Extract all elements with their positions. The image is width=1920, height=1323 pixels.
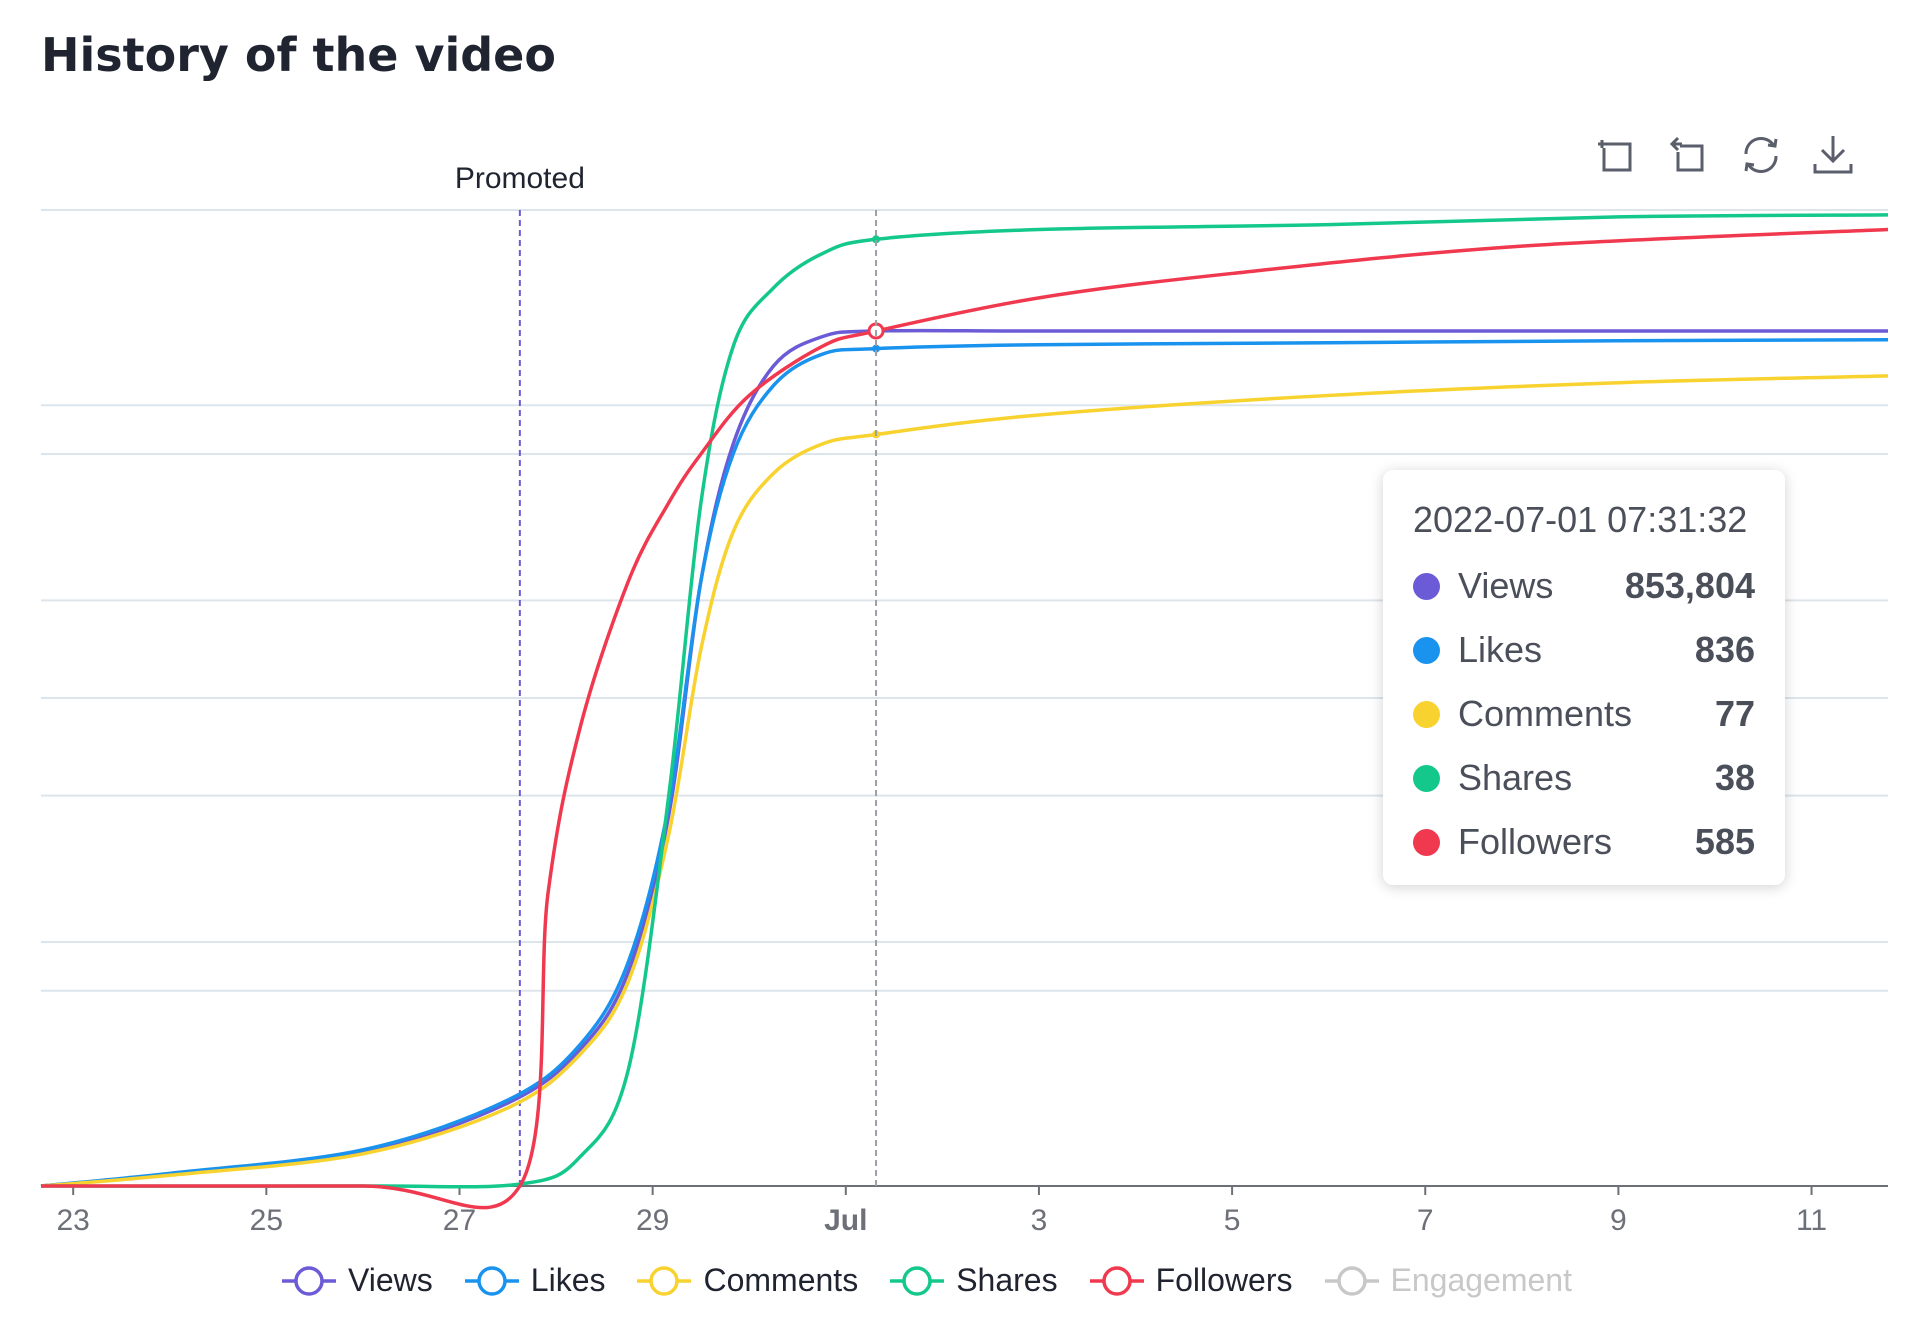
- tooltip-series-name: Views: [1458, 565, 1554, 606]
- legend-label: Followers: [1155, 1262, 1293, 1298]
- chart-tooltip: 2022-07-01 07:31:32 Views 853,804 Likes 836…: [1383, 470, 1785, 885]
- x-tick-label: 23: [57, 1204, 90, 1237]
- download-icon[interactable]: [1806, 128, 1860, 182]
- promoted-label: Promoted: [455, 162, 585, 195]
- x-tick-label: 27: [443, 1204, 476, 1237]
- tooltip-series-value: 38: [1714, 757, 1755, 798]
- legend-marker-icon: [464, 1265, 519, 1296]
- tooltip-row-followers: Followers 585: [1413, 810, 1755, 874]
- promoted-annotation: Promoted: [455, 162, 585, 1186]
- tooltip-rows: Views 853,804 Likes 836 Comments 77 Shares 38 Fo…: [1413, 554, 1755, 874]
- tooltip-dot: [1413, 636, 1440, 664]
- legend-label: Shares: [956, 1262, 1058, 1298]
- legend-label: Comments: [703, 1262, 859, 1298]
- x-tick-label: 7: [1417, 1204, 1434, 1237]
- x-tick-label: 25: [250, 1204, 283, 1237]
- tooltip-timestamp: 2022-07-01 07:31:32: [1413, 499, 1748, 540]
- x-tick-label: 9: [1610, 1204, 1627, 1237]
- tooltip-dot: [1413, 572, 1440, 600]
- legend-item-views[interactable]: Views: [280, 1262, 433, 1299]
- series-point-likes: [872, 344, 881, 353]
- series-line-followers: [41, 227, 1889, 1210]
- tooltip-series-name: Likes: [1458, 629, 1543, 670]
- page-title: History of the video: [41, 28, 556, 82]
- legend-label: Views: [348, 1262, 433, 1298]
- tooltip-row-views: Views 853,804: [1413, 554, 1755, 618]
- tooltip-series-value: 836: [1694, 629, 1755, 670]
- tooltip-series-name: Shares: [1458, 757, 1573, 798]
- series-line-shares: [40, 213, 1889, 1189]
- tooltip-row-comments: Comments 77: [1413, 682, 1755, 746]
- legend-item-likes[interactable]: Likes: [463, 1262, 606, 1299]
- tooltip-dot: [1413, 700, 1440, 728]
- tooltip-series-value: 853,804: [1624, 565, 1755, 606]
- legend-item-followers[interactable]: Followers: [1088, 1262, 1293, 1299]
- legend-marker-icon: [637, 1265, 692, 1296]
- legend-label: Engagement: [1390, 1262, 1572, 1298]
- x-tick-label: 11: [1796, 1204, 1827, 1237]
- tooltip-series-value: 77: [1714, 693, 1755, 734]
- tooltip-series-value: 585: [1694, 821, 1755, 862]
- legend-item-engagement[interactable]: Engagement: [1323, 1262, 1572, 1299]
- zoom-reset-icon[interactable]: [1662, 128, 1716, 182]
- refresh-icon[interactable]: [1734, 128, 1788, 182]
- legend-label: Likes: [530, 1262, 606, 1298]
- series-lines: [40, 213, 1889, 1210]
- x-tick-label: 5: [1224, 1204, 1241, 1237]
- x-tick-label: 29: [636, 1204, 669, 1237]
- legend-marker-icon: [282, 1265, 336, 1296]
- series-line-comments: [40, 374, 1889, 1188]
- x-axis: 23 25 27 29 Jul 3 5 7 9 11: [41, 1185, 1888, 1237]
- legend-marker-icon: [890, 1265, 945, 1296]
- x-tick-label: Jul: [824, 1204, 867, 1237]
- series-line-likes: [40, 338, 1889, 1188]
- x-tick-label: 3: [1031, 1204, 1048, 1237]
- series-point-shares: [872, 235, 881, 244]
- tooltip-series-name: Followers: [1458, 821, 1613, 862]
- tooltip-series-name: Comments: [1458, 693, 1633, 734]
- chart-toolbar: [1590, 128, 1860, 182]
- legend-marker-icon: [1089, 1265, 1144, 1296]
- tooltip-row-likes: Likes 836: [1413, 618, 1755, 682]
- chart-legend: Views Likes Comments Shares Followers Engagem…: [280, 1262, 1602, 1299]
- legend-item-comments[interactable]: Comments: [635, 1262, 858, 1299]
- tooltip-dot: [1413, 828, 1440, 856]
- tooltip-dot: [1413, 764, 1440, 792]
- legend-marker-icon: [1324, 1265, 1379, 1296]
- zoom-select-icon[interactable]: [1590, 128, 1644, 182]
- legend-item-shares[interactable]: Shares: [888, 1262, 1058, 1299]
- series-line-views: [40, 328, 1888, 1188]
- tooltip-row-shares: Shares 38: [1413, 746, 1755, 810]
